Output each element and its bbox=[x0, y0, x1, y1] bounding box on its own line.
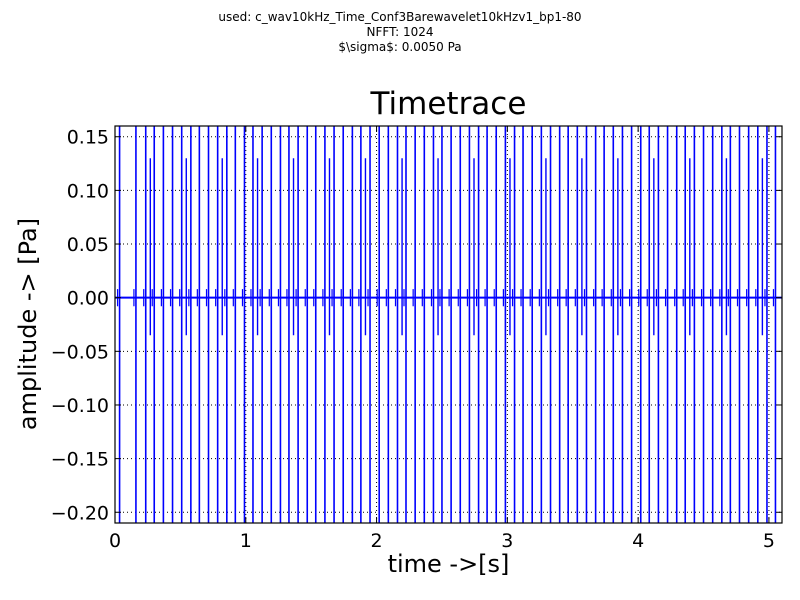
y-tick-label: −0.05 bbox=[51, 341, 109, 363]
figure-header: used: c_wav10kHz_Time_Conf3Barewavelet10… bbox=[0, 10, 800, 55]
x-tick-label: 1 bbox=[240, 530, 252, 552]
y-tick-label: 0.05 bbox=[67, 234, 109, 256]
x-axis-label: time ->[s] bbox=[387, 550, 510, 578]
header-nfft: NFFT: 1024 bbox=[366, 25, 434, 39]
y-tick-label: −0.20 bbox=[51, 502, 109, 524]
y-tick-label: 0.10 bbox=[67, 180, 109, 202]
x-tick-label: 5 bbox=[763, 530, 775, 552]
x-tick-label: 2 bbox=[371, 530, 383, 552]
y-tick-label: 0.15 bbox=[67, 127, 109, 149]
x-tick-label: 3 bbox=[501, 530, 513, 552]
header-filename: used: c_wav10kHz_Time_Conf3Barewavelet10… bbox=[218, 10, 582, 24]
y-tick-label: −0.10 bbox=[51, 395, 109, 417]
y-axis-label: amplitude -> [Pa] bbox=[14, 217, 42, 431]
plot-frame bbox=[114, 125, 783, 524]
x-tick-label: 0 bbox=[109, 530, 121, 552]
chart-title: Timetrace bbox=[370, 86, 527, 122]
y-tick-label: −0.15 bbox=[51, 449, 109, 471]
x-tick-label: 4 bbox=[632, 530, 644, 552]
header-sigma: $\sigma$: 0.0050 Pa bbox=[338, 40, 462, 54]
y-tick-label: 0.00 bbox=[67, 288, 109, 310]
